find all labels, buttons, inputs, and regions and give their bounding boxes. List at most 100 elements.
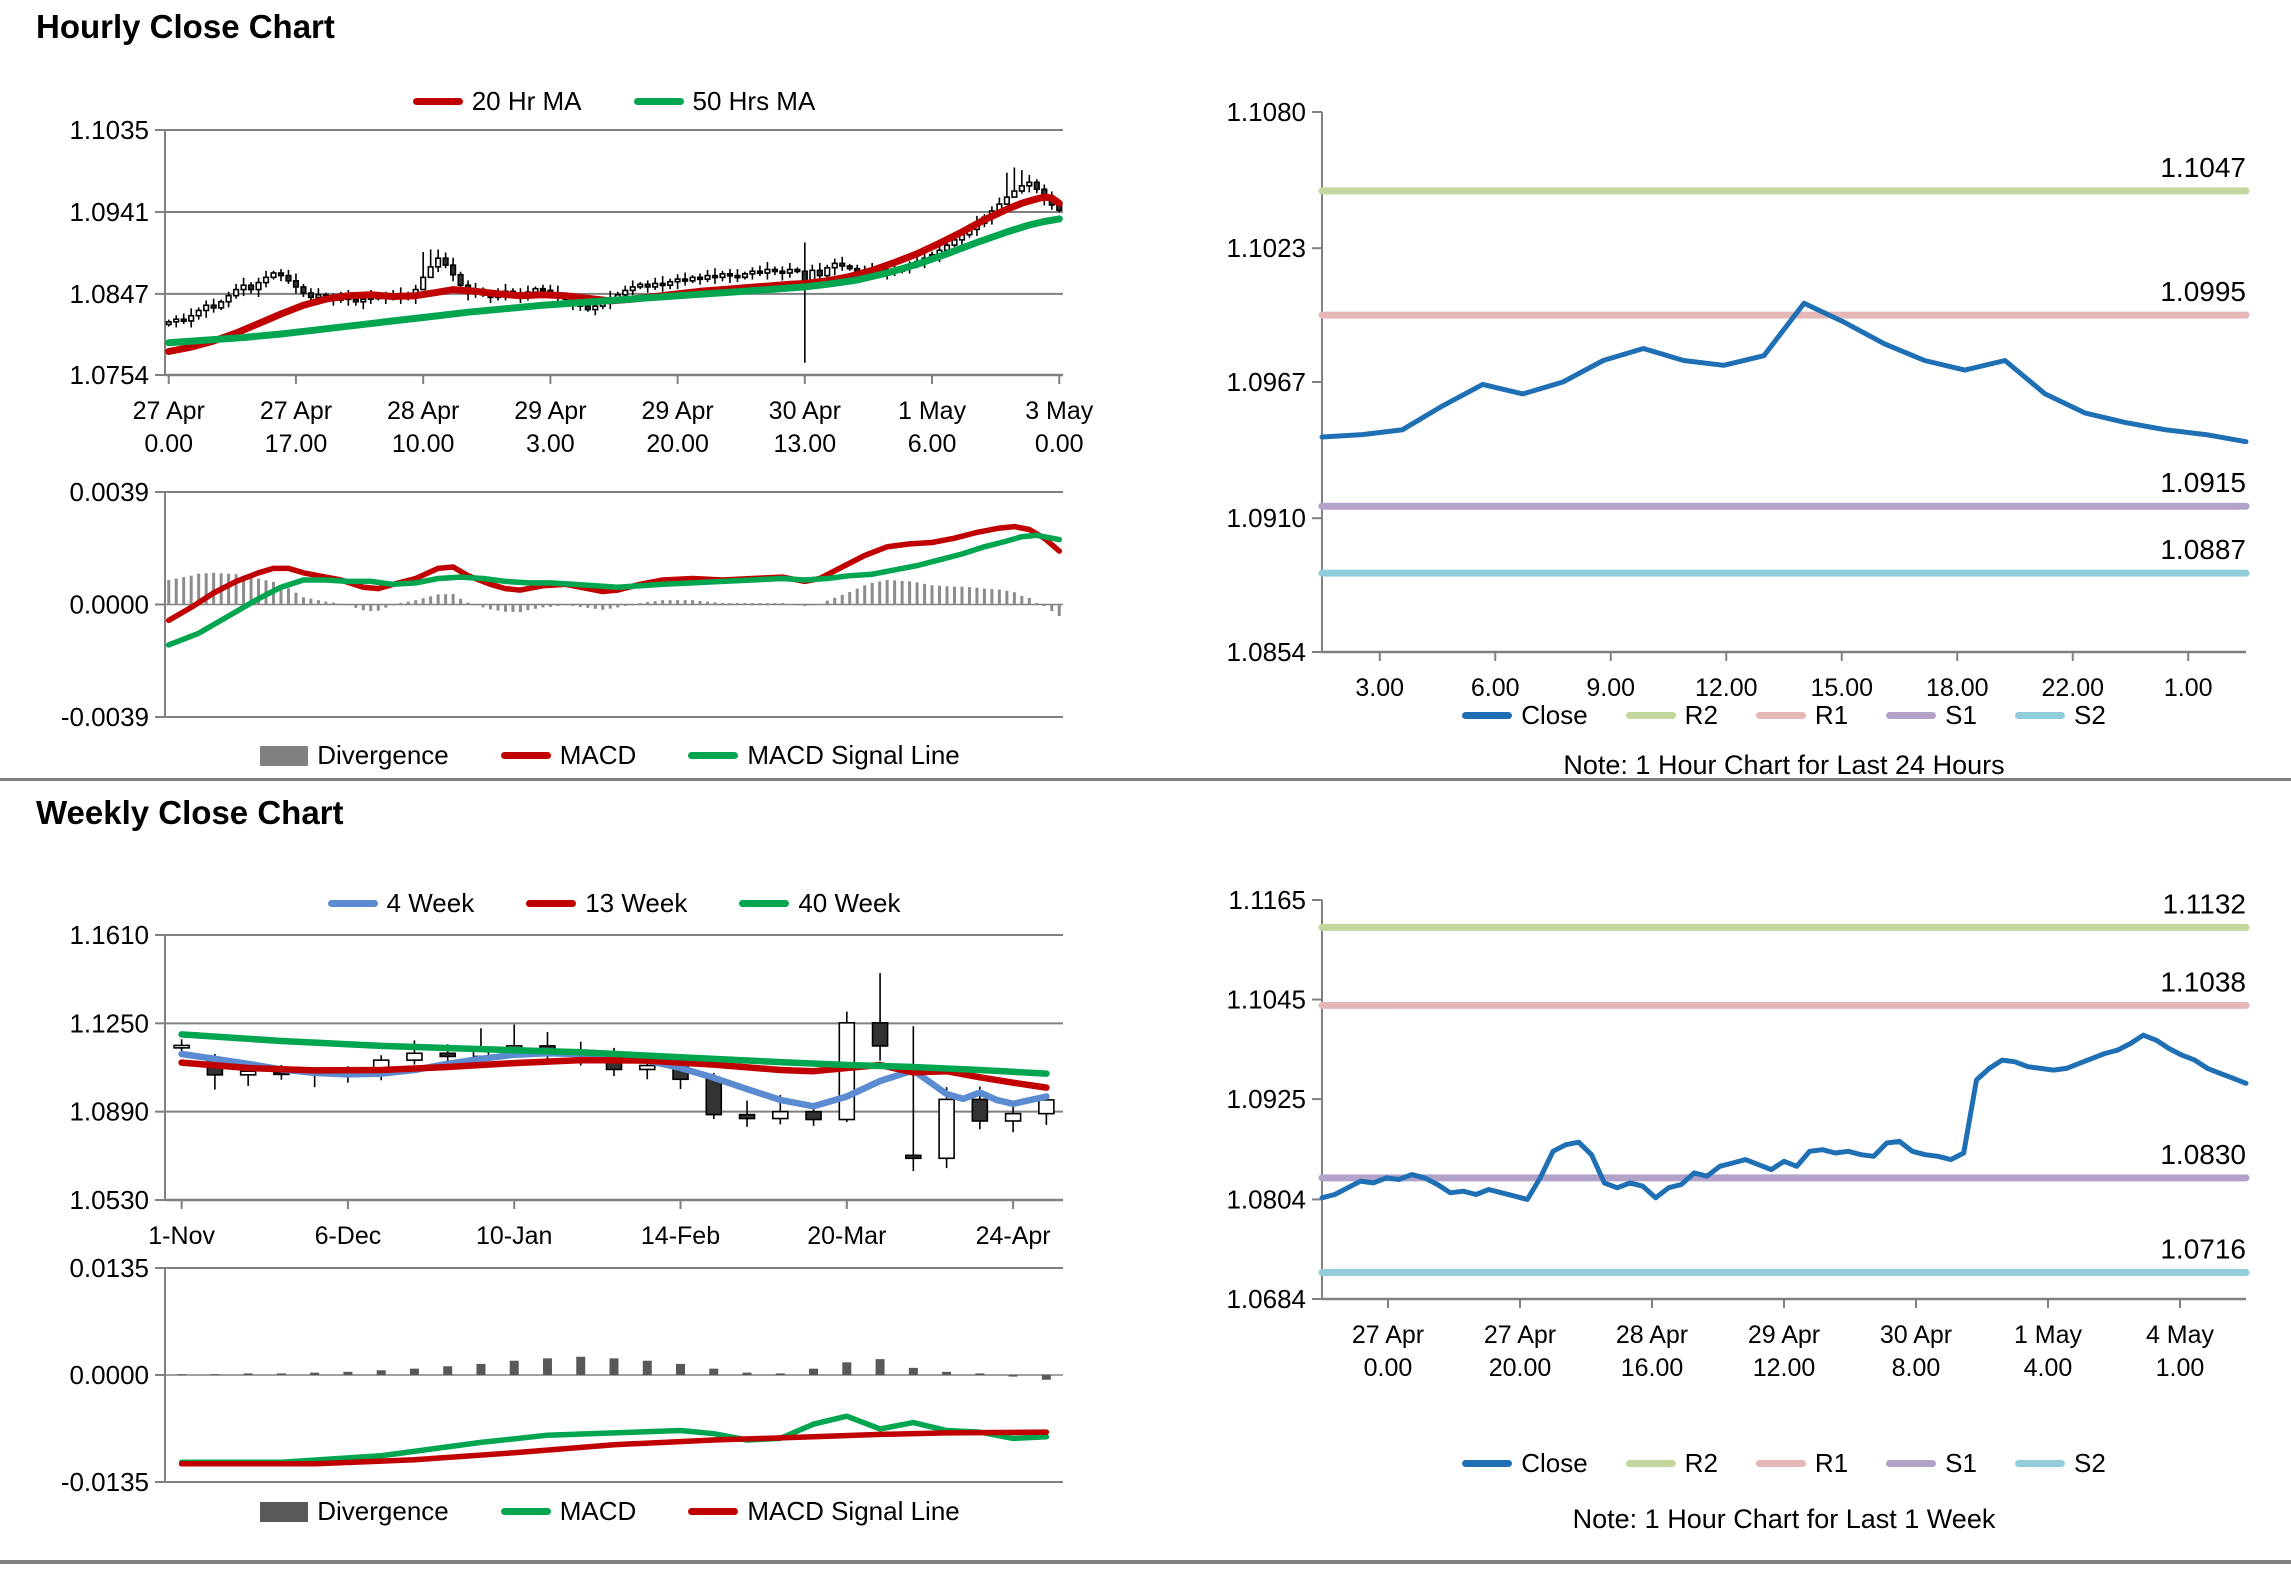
divergence-bar bbox=[578, 604, 582, 607]
x-axis-label: 1-Nov bbox=[148, 1222, 215, 1250]
divergence-bar bbox=[1005, 590, 1009, 605]
candle-body bbox=[816, 269, 823, 277]
weekly-chart-title: Weekly Close Chart bbox=[36, 794, 344, 831]
divergence-bar bbox=[855, 588, 859, 605]
legend-label: MACD Signal Line bbox=[747, 1496, 960, 1526]
divergence-bar bbox=[945, 586, 949, 605]
candle-body bbox=[1004, 1112, 1022, 1122]
divergence-bar bbox=[309, 598, 313, 605]
divergence-bar bbox=[743, 603, 747, 605]
pivot-y-label: 1.0910 bbox=[1226, 503, 1306, 533]
divergence-bar bbox=[399, 603, 403, 605]
macd-y-label: 0.0135 bbox=[69, 1253, 149, 1283]
pivot-value-s1: 1.0915 bbox=[2160, 467, 2246, 498]
hourly-price-legend: 20 Hr MA 50 Hrs MA bbox=[165, 86, 1063, 117]
candle-body bbox=[749, 270, 756, 275]
candle-body bbox=[659, 282, 666, 287]
candle-body bbox=[173, 1044, 190, 1049]
candle-body bbox=[1026, 181, 1033, 187]
legend-item-s1: S1 bbox=[1886, 700, 1977, 731]
legend-label: 40 Week bbox=[798, 888, 901, 918]
legend-label: S2 bbox=[2073, 700, 2106, 730]
divergence-bar bbox=[376, 1370, 386, 1375]
divergence-bar bbox=[810, 604, 814, 606]
candle-body bbox=[674, 278, 681, 283]
legend-label: Divergence bbox=[317, 740, 449, 770]
divergence-bar bbox=[548, 604, 552, 607]
x-axis-label: 18.00 bbox=[1926, 674, 1989, 702]
divergence-bar bbox=[750, 603, 754, 605]
x-axis-label: 29 Apr 3.00 bbox=[514, 397, 586, 458]
candle-body bbox=[352, 298, 359, 303]
divergence-bar bbox=[893, 580, 897, 605]
pivot-value-r2: 1.1132 bbox=[2162, 888, 2246, 919]
divergence-bar bbox=[870, 582, 874, 605]
candle-body bbox=[1018, 185, 1025, 192]
line-swatch-icon bbox=[412, 98, 463, 105]
divergence-bar bbox=[481, 604, 485, 608]
pivot-value-s2: 1.0887 bbox=[2160, 534, 2246, 565]
legend-label: R1 bbox=[1814, 700, 1849, 730]
candle-body bbox=[667, 280, 674, 286]
legend-label: S2 bbox=[2073, 1448, 2106, 1478]
divergence-bar bbox=[1050, 604, 1054, 611]
divergence-bar bbox=[997, 589, 1001, 605]
candle-body bbox=[771, 268, 778, 273]
candle-body bbox=[285, 274, 292, 282]
weekly-pivot-note: Note: 1 Hour Chart for Last 1 Week bbox=[1572, 1504, 1996, 1534]
legend-label: 50 Hrs MA bbox=[692, 86, 816, 116]
candle-body bbox=[622, 289, 629, 296]
divergence-bar bbox=[286, 588, 290, 605]
candle-body bbox=[315, 293, 322, 299]
x-axis-label: 27 Apr 20.00 bbox=[1484, 1321, 1556, 1382]
legend-item-close: Close bbox=[1462, 700, 1588, 731]
divergence-bar bbox=[885, 579, 889, 605]
legend-label: S1 bbox=[1945, 1448, 1977, 1478]
line-swatch-icon bbox=[633, 98, 684, 105]
price-y-label: 1.1250 bbox=[69, 1008, 149, 1038]
candle-body bbox=[871, 1022, 889, 1047]
divergence-bar bbox=[788, 604, 792, 606]
legend-label: 13 Week bbox=[585, 888, 688, 918]
divergence-bar bbox=[709, 1368, 719, 1375]
x-axis-label: 24-Apr bbox=[976, 1222, 1051, 1250]
divergence-bar bbox=[1041, 1375, 1051, 1380]
divergence-bar bbox=[563, 604, 567, 606]
legend-item-r2: R2 bbox=[1625, 1448, 1718, 1479]
legend-item-divergence: Divergence bbox=[260, 1496, 449, 1527]
divergence-bar bbox=[875, 1359, 885, 1375]
pivot-y-label: 1.1080 bbox=[1226, 97, 1306, 127]
divergence-bar bbox=[556, 604, 560, 606]
divergence-bar bbox=[728, 603, 732, 605]
candle-body bbox=[756, 270, 764, 275]
divergence-bar bbox=[990, 589, 994, 605]
divergence-bar bbox=[354, 604, 358, 608]
candle-body bbox=[165, 321, 172, 326]
x-axis-label: 6-Dec bbox=[315, 1222, 382, 1250]
divergence-bar bbox=[227, 573, 231, 605]
divergence-bar bbox=[376, 604, 380, 611]
candle-body bbox=[629, 286, 636, 292]
candle-body bbox=[592, 305, 599, 311]
divergence-bar bbox=[1042, 604, 1046, 606]
legend-item-macd-signal-line: MACD Signal Line bbox=[688, 1496, 960, 1527]
candle-body bbox=[584, 305, 591, 311]
divergence-bar bbox=[518, 604, 522, 613]
x-axis-label: 30 Apr 13.00 bbox=[769, 397, 841, 458]
candle-body bbox=[689, 276, 696, 282]
x-axis-label: 30 Apr 8.00 bbox=[1880, 1321, 1952, 1382]
divergence-bar bbox=[676, 600, 680, 605]
legend-label: MACD bbox=[559, 740, 637, 770]
x-axis-label: 28 Apr 10.00 bbox=[387, 397, 459, 458]
candle-body bbox=[239, 1070, 257, 1076]
divergence-bar bbox=[182, 577, 186, 605]
pivot-y-label: 1.0854 bbox=[1226, 637, 1306, 667]
divergence-bar bbox=[915, 582, 919, 605]
line-swatch-icon bbox=[1755, 712, 1806, 719]
line-swatch-icon bbox=[526, 900, 577, 907]
price-y-label: 1.1610 bbox=[69, 920, 149, 950]
line-swatch-icon bbox=[2014, 712, 2065, 719]
divergence-bar bbox=[204, 573, 208, 605]
candle-body bbox=[173, 318, 180, 323]
divergence-bar bbox=[1057, 604, 1061, 617]
